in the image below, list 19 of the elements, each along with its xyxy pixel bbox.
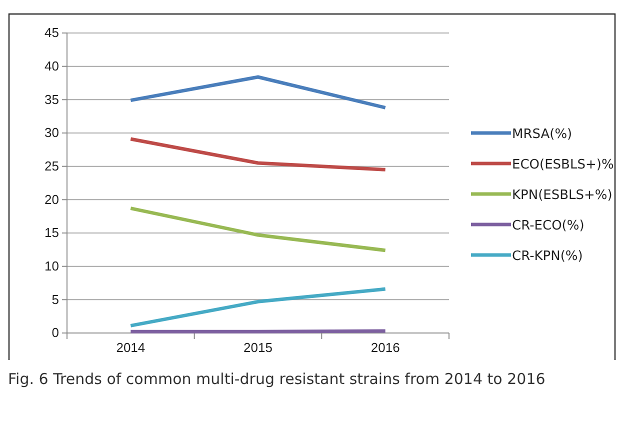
x-tick-label: 2016 (370, 340, 400, 356)
text: Fig. 6 Trends of common multi-drug resistant strains from 2014 to 2016 (8, 369, 546, 390)
y-tick-label: 0 (52, 325, 59, 340)
y-tick-label: 15 (44, 225, 59, 240)
y-tick-label: 45 (44, 25, 59, 40)
legend-label: KPN(ESBLS+%) (512, 188, 612, 203)
y-tick-label: 10 (44, 258, 59, 274)
y-tick-label: 40 (44, 58, 59, 74)
x-tick-label: 2015 (244, 340, 272, 356)
y-tick-label: 35 (44, 92, 59, 107)
y-tick-label: 30 (44, 125, 59, 140)
y-tick-label: 25 (44, 158, 59, 174)
legend-label: CR-ECO(%) (512, 218, 584, 234)
y-tick-label: 5 (52, 292, 59, 307)
legend-label: CR-KPN(%) (512, 249, 583, 264)
legend-label: MRSA(%) (512, 127, 572, 142)
y-tick-label: 20 (44, 192, 59, 207)
x-tick-label: 2014 (116, 340, 146, 356)
legend-label: ECO(ESBLS+)% (512, 158, 614, 172)
